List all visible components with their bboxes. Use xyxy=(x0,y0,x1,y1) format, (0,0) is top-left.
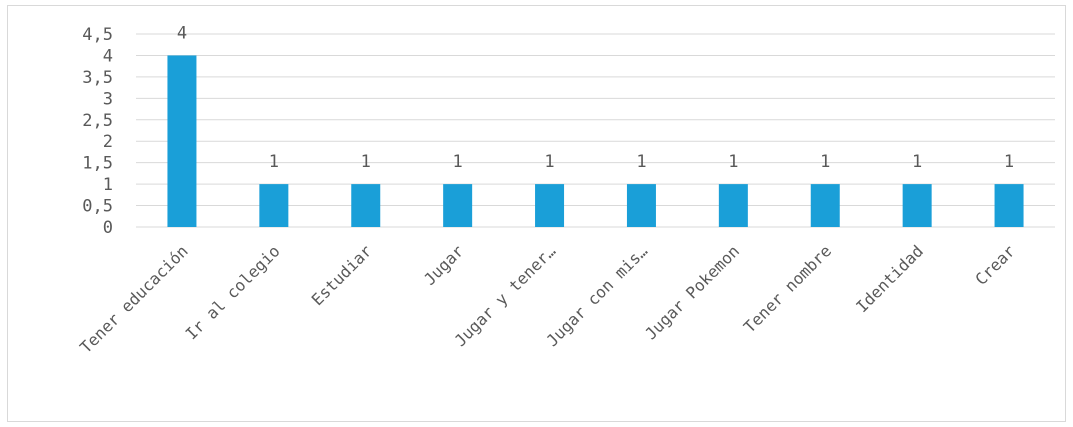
bar xyxy=(351,184,381,227)
data-label: 1 xyxy=(636,152,646,172)
data-label: 1 xyxy=(453,152,463,172)
category-label: Jugar y tener… xyxy=(451,241,560,350)
category-label: Identidad xyxy=(852,241,927,316)
data-label: 1 xyxy=(544,152,554,172)
category-label: Jugar con mis… xyxy=(542,241,651,350)
category-label: Jugar Pokemon xyxy=(641,241,743,343)
bar xyxy=(718,184,748,227)
category-label: Estudiar xyxy=(308,241,376,309)
data-label: 1 xyxy=(728,152,738,172)
bar xyxy=(994,184,1024,227)
bar xyxy=(535,184,565,227)
y-tick-label: 1,5 xyxy=(82,154,113,174)
bar xyxy=(259,184,289,227)
bar xyxy=(902,184,932,227)
y-tick-label: 3,5 xyxy=(82,68,113,88)
y-tick-label: 2,5 xyxy=(82,111,113,131)
data-label: 1 xyxy=(361,152,371,172)
data-label: 1 xyxy=(820,152,830,172)
bar xyxy=(810,184,840,227)
bar xyxy=(167,55,197,227)
y-tick-label: 4 xyxy=(103,46,113,66)
gridlines xyxy=(136,33,1055,228)
y-tick-label: 0 xyxy=(103,218,113,238)
data-label: 1 xyxy=(269,152,279,172)
bars xyxy=(167,55,1024,227)
bar xyxy=(626,184,656,227)
y-tick-label: 1 xyxy=(103,175,113,195)
data-label: 4 xyxy=(177,23,187,43)
category-label: Tener nombre xyxy=(740,241,835,336)
category-label: Jugar xyxy=(420,241,468,289)
bar xyxy=(443,184,473,227)
category-label: Tener educación xyxy=(76,241,192,357)
data-labels: 4 1 1 1 1 1 1 1 1 1 xyxy=(177,23,1014,172)
y-tick-label: 3 xyxy=(103,89,113,109)
y-tick-label: 4,5 xyxy=(82,25,113,45)
category-label: Ir al colegio xyxy=(182,241,284,343)
y-axis-ticks: 00,511,522,533,544,5 xyxy=(82,25,113,238)
data-label: 1 xyxy=(1004,152,1014,172)
category-label: Crear xyxy=(971,241,1019,289)
data-label: 1 xyxy=(912,152,922,172)
y-tick-label: 0,5 xyxy=(82,197,113,217)
y-tick-label: 2 xyxy=(103,132,113,152)
